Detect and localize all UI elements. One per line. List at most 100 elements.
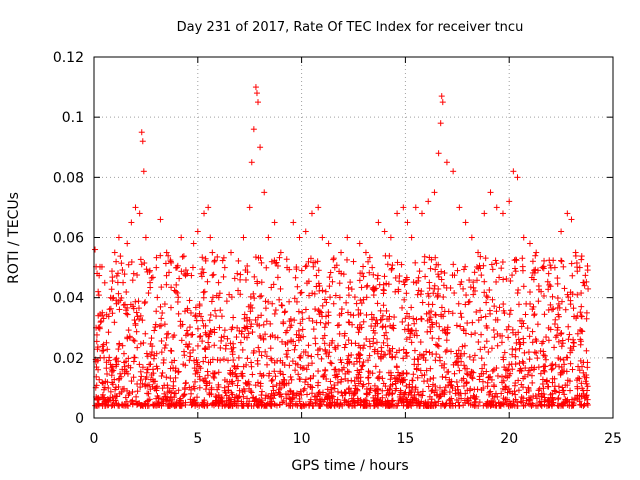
data-point (267, 333, 274, 340)
data-point (161, 345, 168, 352)
data-point (109, 368, 116, 375)
data-point (116, 306, 123, 313)
data-point (282, 308, 289, 315)
data-point (438, 93, 445, 100)
data-point (529, 339, 536, 346)
data-point (256, 293, 263, 300)
data-point (536, 385, 543, 392)
data-point (214, 253, 221, 260)
data-point (211, 401, 218, 408)
data-point (382, 383, 389, 390)
data-point (212, 393, 219, 400)
data-point (379, 387, 386, 394)
data-point (181, 308, 188, 315)
data-point (427, 314, 434, 321)
data-point (95, 401, 102, 408)
data-point (576, 264, 583, 271)
data-point (524, 371, 531, 378)
data-point (581, 282, 588, 289)
data-point (176, 275, 183, 282)
data-point (352, 340, 359, 347)
data-point (365, 357, 372, 364)
data-point (470, 291, 477, 298)
data-point (462, 390, 469, 397)
data-point (312, 306, 319, 313)
data-point (528, 364, 535, 371)
data-point (427, 365, 434, 372)
data-point (105, 385, 112, 392)
data-point (488, 345, 495, 352)
data-point (244, 355, 251, 362)
data-point (438, 304, 445, 311)
data-point (408, 234, 415, 241)
data-point (305, 342, 312, 349)
data-point (325, 319, 332, 326)
data-point (145, 402, 152, 409)
data-point (453, 379, 460, 386)
data-point (298, 289, 305, 296)
data-point (360, 358, 367, 365)
data-point (431, 399, 438, 406)
data-point (310, 372, 317, 379)
data-point (235, 394, 242, 401)
data-point (521, 349, 528, 356)
data-point (211, 257, 218, 264)
data-point (323, 375, 330, 382)
data-point (153, 264, 160, 271)
data-point (245, 303, 252, 310)
data-point (569, 272, 576, 279)
data-point (403, 383, 410, 390)
data-point (559, 387, 566, 394)
data-point (287, 373, 294, 380)
data-point (338, 249, 345, 256)
data-point (200, 401, 207, 408)
data-point (277, 285, 284, 292)
data-point (357, 297, 364, 304)
data-point (135, 298, 142, 305)
data-point (96, 376, 103, 383)
data-point (395, 369, 402, 376)
data-point (301, 385, 308, 392)
data-point (134, 272, 141, 279)
data-point (132, 322, 139, 329)
data-point (262, 395, 269, 402)
data-point (377, 317, 384, 324)
x-tick-label: 10 (293, 431, 311, 447)
data-point (280, 380, 287, 387)
data-point (231, 362, 238, 369)
data-point (139, 138, 146, 145)
data-point (314, 258, 321, 265)
data-point (481, 289, 488, 296)
data-point (113, 272, 120, 279)
data-point (520, 384, 527, 391)
data-point (322, 367, 329, 374)
data-point (458, 395, 465, 402)
data-point (482, 255, 489, 262)
data-point (230, 314, 237, 321)
data-point (412, 259, 419, 266)
data-point (322, 346, 329, 353)
data-point (498, 265, 505, 272)
data-point (135, 305, 142, 312)
data-point (271, 219, 278, 226)
data-point (541, 394, 548, 401)
data-point (153, 254, 160, 261)
data-point (357, 351, 364, 358)
data-point (392, 380, 399, 387)
data-point (475, 402, 482, 409)
data-point (334, 388, 341, 395)
data-point (300, 387, 307, 394)
data-point (353, 300, 360, 307)
data-point (532, 402, 539, 409)
data-point (583, 309, 590, 316)
data-point (344, 256, 351, 263)
data-point (432, 266, 439, 273)
data-point (404, 402, 411, 409)
data-point (99, 391, 106, 398)
data-point (126, 390, 133, 397)
data-point (204, 402, 211, 409)
data-point (384, 402, 391, 409)
data-point (472, 330, 479, 337)
data-point (210, 271, 217, 278)
data-point (557, 371, 564, 378)
